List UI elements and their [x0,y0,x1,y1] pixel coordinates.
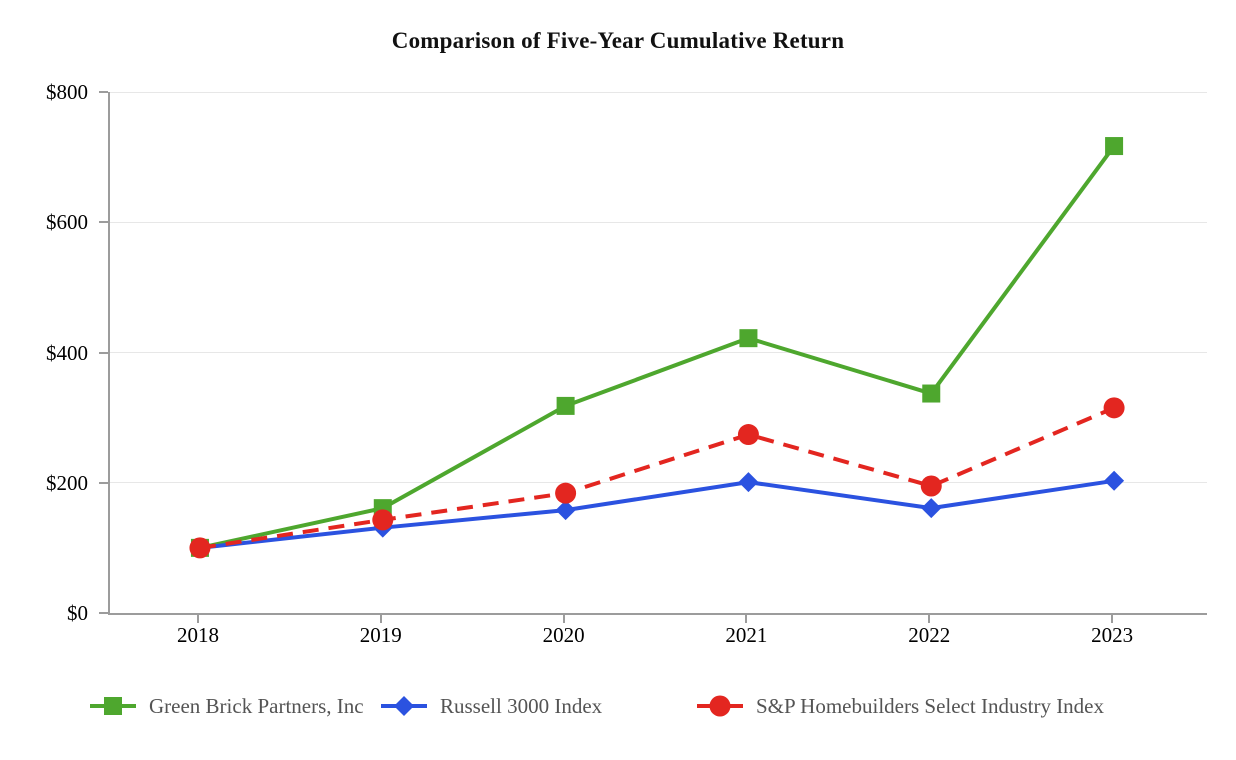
data-point-circle [189,537,211,559]
chart-legend: Green Brick Partners, Inc Russell 3000 In… [0,690,1236,722]
x-axis-tick-label: 2023 [1091,623,1134,647]
legend-diamond-swatch-icon [381,696,427,716]
x-axis-tick-label: 2020 [542,623,585,647]
data-point-diamond [555,500,576,521]
data-point-circle [555,482,577,504]
gridline [110,91,1207,93]
y-axis-tick-label: $200 [46,470,88,495]
x-axis-tick-mark [562,615,565,623]
legend-label: S&P Homebuilders Select Industry Index [756,693,1105,718]
gridline [110,482,1207,484]
x-axis-tick-label: 2022 [908,623,951,647]
y-axis-tick-mark [99,481,108,484]
data-point-circle [372,509,394,531]
y-axis-tick-label: $800 [46,80,88,104]
y-axis-tick-mark [99,612,108,614]
x-axis-tick-label: 2021 [725,623,768,647]
data-point-diamond [1104,470,1125,491]
legend-marker-icon [104,697,122,715]
legend-label: Russell 3000 Index [440,693,603,718]
series-line-0 [199,144,1116,550]
plot-area [108,91,1207,615]
data-point-circle [1103,397,1125,419]
legend-label: Green Brick Partners, Inc [149,693,364,718]
data-point-square [922,384,941,403]
data-point-circle [920,475,942,497]
data-point-diamond [921,498,942,519]
chart-title: Comparison of Five-Year Cumulative Retur… [391,28,845,53]
x-axis-tick-mark [1111,615,1114,623]
data-point-square [1105,137,1124,156]
data-point-square [556,396,575,415]
data-point-diamond [738,472,759,493]
legend-circle-swatch-icon [697,695,743,717]
series-line-1 [199,478,1115,550]
series-lines [189,137,1125,559]
y-axis-tick-label: $400 [46,340,88,365]
legend-item-0: Green Brick Partners, Inc [90,690,364,722]
x-axis-tick-mark [196,615,199,623]
y-axis-tick-mark [99,351,108,354]
legend-item-1: Russell 3000 Index [381,690,602,722]
x-axis-tick-mark [928,615,931,623]
y-axis-tick-label: $0 [67,601,88,625]
legend-square-swatch-icon [90,697,136,715]
legend-item-2: S&P Homebuilders Select Industry Index [697,690,1104,722]
series-line-2 [199,406,1115,550]
legend-marker-icon [394,696,414,716]
data-point-circle [737,424,759,446]
y-axis-tick-mark [99,221,108,224]
gridline [110,352,1207,353]
x-axis-tick-label: 2018 [176,623,219,647]
y-axis-tick-mark [99,91,108,93]
gridline [110,221,1207,223]
legend-marker-icon [709,695,731,717]
data-point-square [739,329,758,348]
x-axis-tick-mark [745,615,748,623]
x-axis-tick-label: 2019 [359,623,402,647]
x-axis-tick-mark [379,615,382,623]
y-axis-tick-label: $600 [46,210,88,235]
